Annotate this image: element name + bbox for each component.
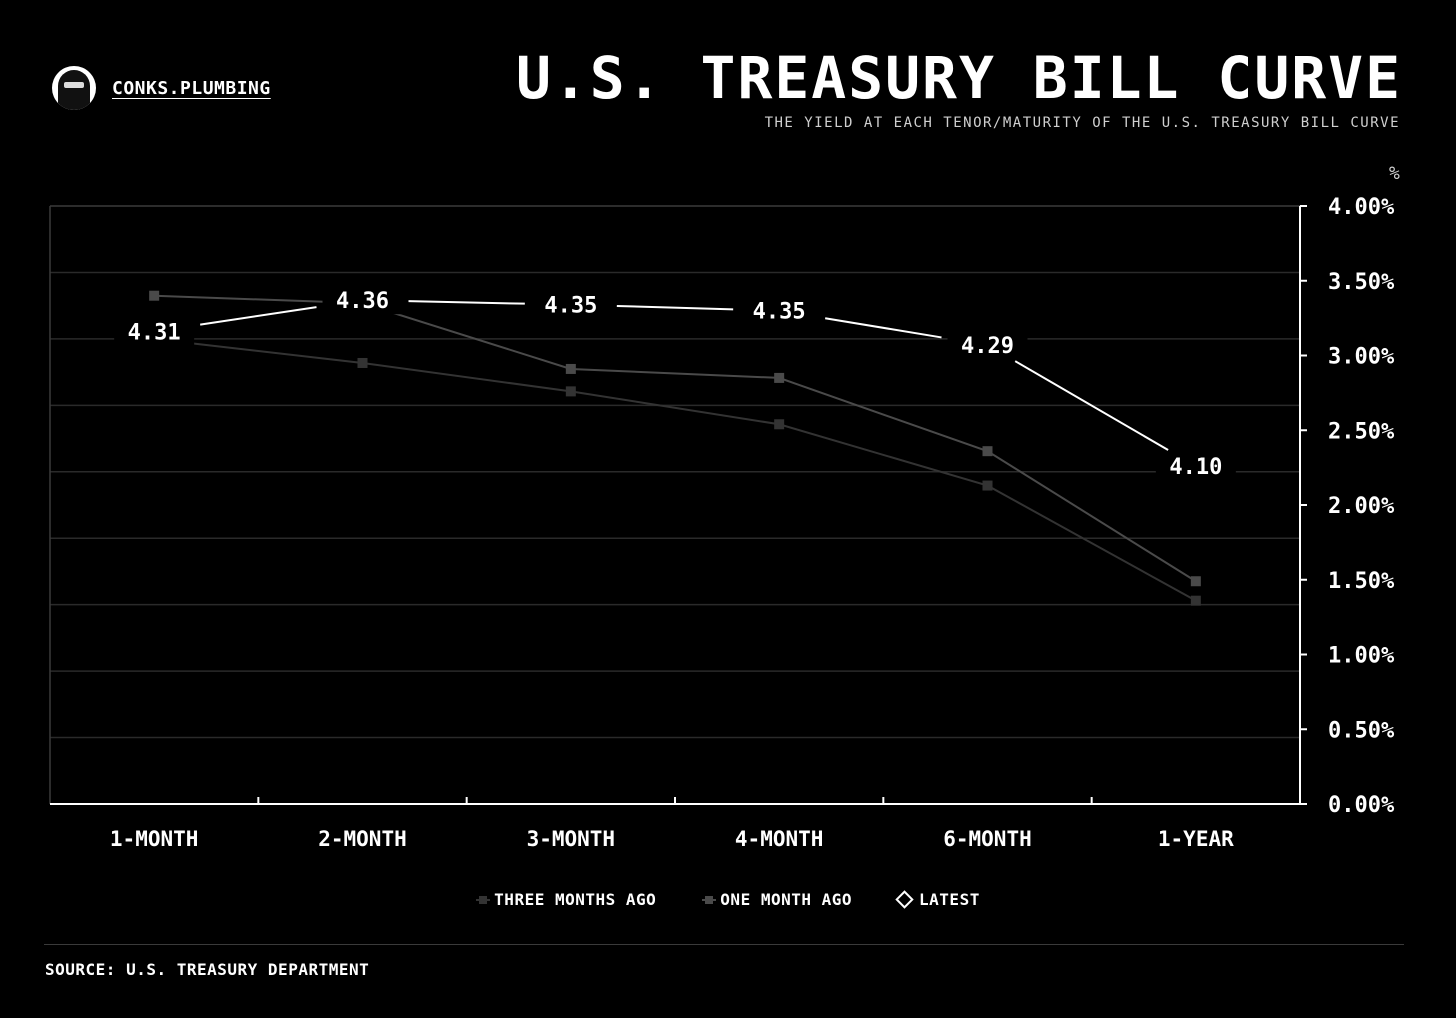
legend-three-months-ago[interactable]: THREE MONTHS AGO	[476, 890, 656, 909]
data-point-three-months-ago	[774, 419, 785, 430]
data-label-latest: 4.36	[336, 289, 389, 314]
data-label-bg-latest	[1155, 452, 1236, 481]
legend-swatch-latest	[895, 890, 914, 909]
series-line-latest	[825, 317, 942, 339]
y-tick-label: 2.50%	[1328, 419, 1395, 444]
data-label-bg-latest	[530, 290, 611, 319]
x-tick-label: 6-MONTH	[943, 827, 1032, 851]
data-point-three-months-ago	[357, 357, 368, 368]
brand[interactable]: CONKS.PLUMBING	[52, 66, 271, 110]
y-tick-label: 1.50%	[1328, 569, 1395, 594]
y-tick-label: 0.00%	[1328, 793, 1395, 818]
data-point-one-month-ago	[1190, 576, 1201, 587]
data-point-three-months-ago	[1190, 595, 1201, 606]
y-tick-label: 2.00%	[1328, 494, 1395, 519]
data-label-latest: 4.29	[961, 334, 1014, 359]
data-point-one-month-ago	[982, 446, 993, 457]
series-line-three-months-ago	[154, 338, 1197, 602]
x-tick-label: 3-MONTH	[527, 827, 616, 851]
x-tick-label: 2-MONTH	[318, 827, 407, 851]
data-point-one-month-ago	[565, 363, 576, 374]
data-point-three-months-ago	[565, 386, 576, 397]
y-tick-label: 3.50%	[1328, 270, 1395, 295]
footer-divider	[44, 944, 1404, 945]
y-tick-label: 3.00%	[1328, 345, 1395, 370]
data-label-bg-latest	[322, 286, 403, 315]
x-tick-label: 4-MONTH	[735, 827, 824, 851]
data-label-bg-latest	[739, 296, 820, 325]
page-title: U.S. TREASURY BILL CURVE	[515, 44, 1402, 112]
series-line-latest	[616, 304, 734, 311]
series-latest: 4.31 4.36 4.35 4.35 4.29 4.10	[114, 286, 1236, 481]
y-tick-label: 4.00%	[1328, 195, 1395, 220]
data-label-bg-latest	[114, 317, 195, 346]
legend-swatch-one-month-ago	[702, 895, 717, 905]
data-label-latest: 4.35	[544, 294, 597, 319]
chart-legend: THREE MONTHS AGO ONE MONTH AGO LATEST	[0, 890, 1456, 909]
data-point-one-month-ago	[774, 372, 785, 383]
data-point-one-month-ago	[149, 290, 160, 301]
page-subtitle: THE YIELD AT EACH TENOR/MATURITY OF THE …	[764, 115, 1400, 131]
y-axis-unit: %	[1389, 163, 1400, 184]
y-tick-label: 0.50%	[1328, 718, 1395, 743]
series-line-latest	[1014, 360, 1169, 451]
legend-label-three-months-ago: THREE MONTHS AGO	[494, 890, 657, 909]
legend-one-month-ago[interactable]: ONE MONTH AGO	[702, 890, 852, 909]
series-line-latest	[408, 300, 525, 305]
legend-label-latest: LATEST	[919, 890, 980, 909]
y-tick-label: 1.00%	[1328, 644, 1395, 669]
legend-swatch-three-months-ago	[476, 895, 491, 905]
legend-label-one-month-ago: ONE MONTH AGO	[720, 890, 853, 909]
x-tick-label: 1-YEAR	[1158, 827, 1234, 851]
x-tick-label: 1-MONTH	[110, 827, 199, 851]
series-one-month-ago	[149, 290, 1201, 587]
legend-latest[interactable]: LATEST	[895, 890, 980, 909]
source-note: SOURCE: U.S. TREASURY DEPARTMENT	[45, 960, 370, 979]
data-label-bg-latest	[947, 331, 1028, 360]
data-label-latest: 4.31	[128, 321, 181, 346]
brand-link[interactable]: CONKS.PLUMBING	[112, 77, 271, 99]
data-label-latest: 4.35	[753, 300, 806, 325]
avatar	[52, 66, 96, 110]
series-line-latest	[200, 306, 317, 326]
data-point-three-months-ago	[982, 480, 993, 491]
data-label-latest: 4.10	[1169, 455, 1222, 480]
series-three-months-ago	[149, 334, 1201, 606]
